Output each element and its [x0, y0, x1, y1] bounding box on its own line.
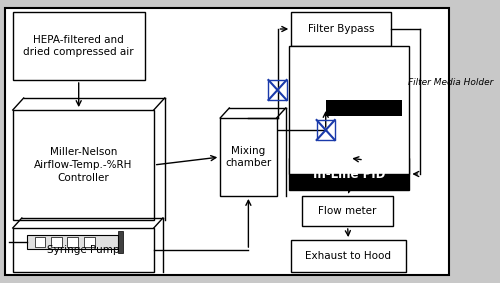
- Bar: [84, 237, 94, 247]
- Text: Syringe Pump: Syringe Pump: [47, 245, 120, 255]
- Text: Filter Media Holder: Filter Media Holder: [408, 78, 493, 87]
- Text: Exhaust to Hood: Exhaust to Hood: [306, 251, 392, 261]
- Bar: [302, 196, 393, 226]
- Bar: [118, 231, 123, 253]
- Bar: [12, 228, 154, 272]
- Bar: [291, 12, 391, 46]
- Bar: [34, 237, 46, 247]
- Text: Filter Bypass: Filter Bypass: [308, 24, 374, 34]
- Bar: [28, 235, 118, 249]
- Bar: [326, 100, 402, 116]
- Bar: [12, 110, 154, 220]
- Text: Flow meter: Flow meter: [318, 206, 377, 216]
- Polygon shape: [326, 56, 402, 160]
- Text: In-Line PID: In-Line PID: [313, 168, 386, 181]
- Text: Miller-Nelson
Airflow-Temp.-%RH
Controller: Miller-Nelson Airflow-Temp.-%RH Controll…: [34, 147, 132, 183]
- Bar: [290, 46, 410, 174]
- Bar: [12, 12, 144, 80]
- Bar: [220, 118, 276, 196]
- Bar: [291, 240, 406, 272]
- Bar: [316, 120, 335, 140]
- Bar: [290, 158, 410, 190]
- Bar: [51, 237, 62, 247]
- Text: HEPA-filtered and
dried compressed air: HEPA-filtered and dried compressed air: [24, 35, 134, 57]
- Bar: [268, 80, 286, 100]
- Text: Mixing
chamber: Mixing chamber: [226, 145, 272, 168]
- Bar: [68, 237, 78, 247]
